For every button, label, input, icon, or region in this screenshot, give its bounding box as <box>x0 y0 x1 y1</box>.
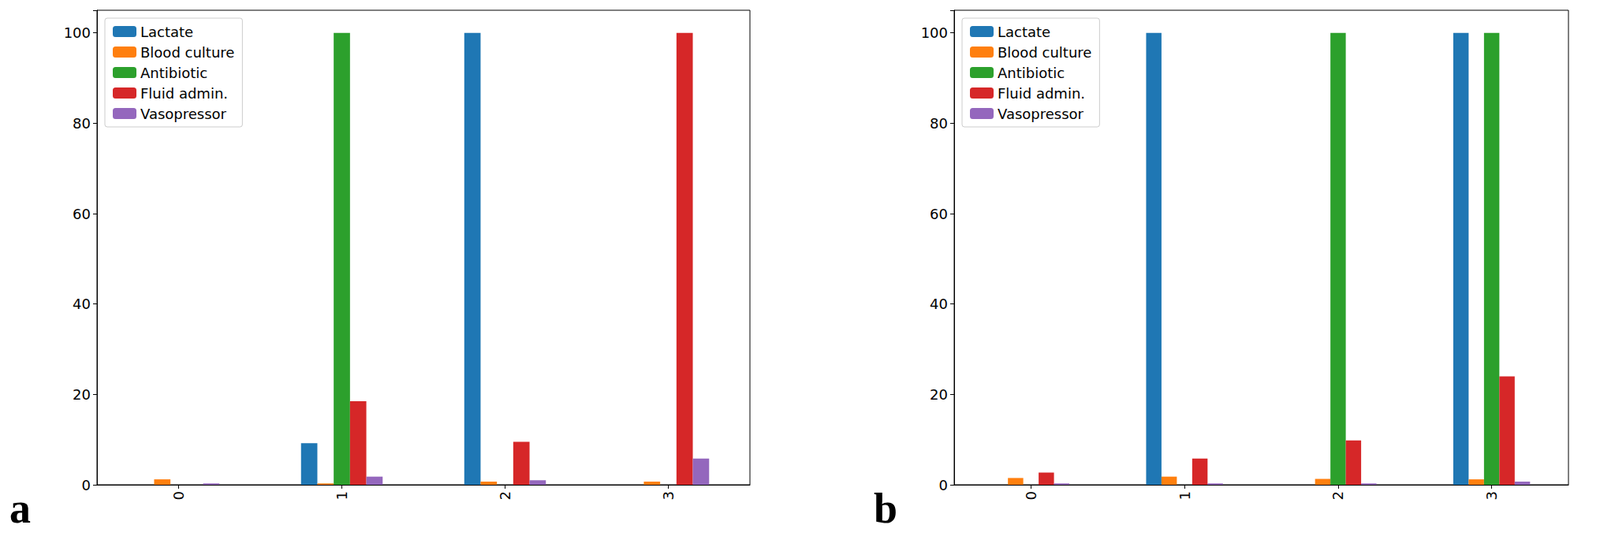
svg-text:Fluid admin.: Fluid admin. <box>140 85 228 102</box>
svg-text:Lactate: Lactate <box>997 23 1051 41</box>
svg-text:3: 3 <box>1483 491 1500 500</box>
svg-text:40: 40 <box>72 295 91 313</box>
svg-text:Vasopressor: Vasopressor <box>997 105 1085 123</box>
svg-text:Lactate: Lactate <box>140 23 194 41</box>
svg-text:60: 60 <box>929 205 948 223</box>
svg-text:3: 3 <box>660 491 677 500</box>
svg-text:100: 100 <box>63 24 91 42</box>
svg-text:80: 80 <box>72 115 91 132</box>
svg-text:20: 20 <box>929 386 948 403</box>
svg-text:2: 2 <box>496 491 514 500</box>
svg-text:40: 40 <box>929 295 948 313</box>
svg-text:b: b <box>873 484 898 533</box>
svg-text:Antibiotic: Antibiotic <box>997 64 1065 82</box>
svg-text:Blood culture: Blood culture <box>140 44 235 61</box>
svg-text:Fluid admin.: Fluid admin. <box>997 85 1086 102</box>
svg-text:0: 0 <box>1022 491 1040 500</box>
svg-text:Blood culture: Blood culture <box>997 44 1092 61</box>
svg-text:80: 80 <box>929 115 948 132</box>
svg-text:a: a <box>9 484 31 533</box>
svg-text:0: 0 <box>82 477 91 494</box>
svg-text:1: 1 <box>1176 491 1194 500</box>
svg-text:20: 20 <box>72 386 91 403</box>
svg-text:Antibiotic: Antibiotic <box>140 64 208 82</box>
svg-text:60: 60 <box>72 205 91 223</box>
svg-text:0: 0 <box>939 477 948 494</box>
svg-text:0: 0 <box>170 491 187 500</box>
svg-text:2: 2 <box>1329 491 1347 500</box>
svg-text:Vasopressor: Vasopressor <box>140 105 228 123</box>
svg-text:100: 100 <box>921 24 948 42</box>
svg-text:1: 1 <box>333 491 351 500</box>
